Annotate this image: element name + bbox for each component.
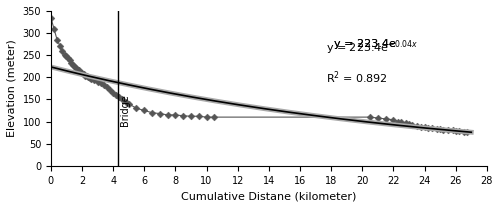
Text: y = 223.4e: y = 223.4e — [334, 39, 396, 49]
Text: Bridge: Bridge — [120, 94, 130, 126]
Y-axis label: Elevation (meter): Elevation (meter) — [7, 40, 17, 137]
X-axis label: Cumulative Distane (kilometer): Cumulative Distane (kilometer) — [181, 191, 356, 201]
Text: R$^2$ = 0.892: R$^2$ = 0.892 — [326, 70, 388, 86]
Text: y = 223.4e: y = 223.4e — [334, 39, 396, 49]
Text: y = 223.4e$^{-0.04x}$: y = 223.4e$^{-0.04x}$ — [326, 39, 418, 57]
